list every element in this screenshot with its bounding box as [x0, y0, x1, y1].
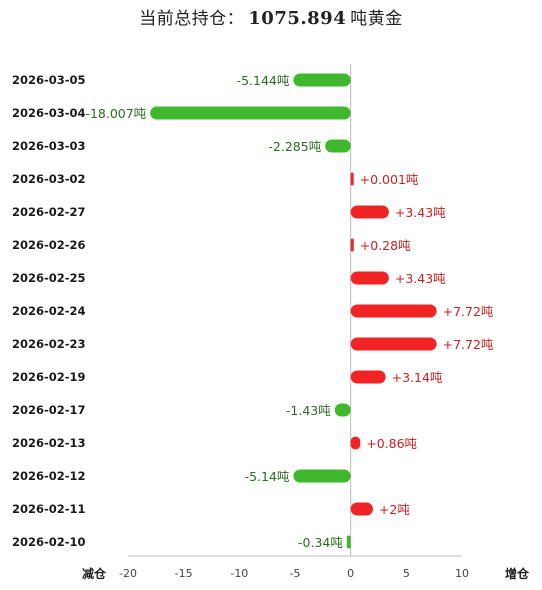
category-label: 2026-03-02	[12, 172, 86, 186]
title-suffix: 吨黄金	[350, 9, 403, 29]
bar	[150, 106, 351, 120]
bar	[350, 205, 389, 219]
category-label: 2026-03-03	[12, 139, 86, 153]
category-label: 2026-02-27	[12, 205, 86, 219]
x-tick-label: 5	[403, 567, 410, 580]
chart-title: 当前总持仓： 1075.894 吨黄金	[0, 4, 542, 29]
bar	[350, 304, 437, 318]
category-label: 2026-02-13	[12, 436, 86, 450]
x-axis-label-left: 减仓	[82, 566, 107, 581]
category-label: 2026-02-25	[12, 271, 86, 285]
x-axis-label-right: 增仓	[505, 566, 530, 581]
data-label: +2吨	[379, 502, 410, 517]
category-label: 2026-02-26	[12, 238, 86, 252]
category-label: 2026-02-24	[12, 304, 86, 318]
data-label: -18.007吨	[85, 106, 146, 121]
x-tick-label: 10	[455, 567, 469, 580]
data-label: +3.14吨	[392, 370, 443, 385]
data-label: +0.28吨	[360, 238, 411, 253]
data-label: -5.144吨	[237, 73, 290, 88]
bar	[350, 370, 386, 384]
category-label: 2026-02-10	[12, 535, 86, 549]
bar	[334, 403, 351, 417]
title-value: 1075.894	[248, 8, 347, 29]
bar	[350, 502, 373, 516]
data-label: +3.43吨	[395, 271, 446, 286]
x-tick-label: -20	[119, 567, 137, 580]
data-label: +0.001吨	[360, 172, 419, 187]
category-label: 2026-03-04	[12, 106, 86, 120]
data-label: +7.72吨	[443, 337, 494, 352]
category-label: 2026-02-23	[12, 337, 86, 351]
category-label: 2026-02-19	[12, 370, 86, 384]
x-tick-label: -10	[230, 567, 248, 580]
data-label: +7.72吨	[443, 304, 494, 319]
bar	[350, 172, 354, 186]
x-tick-label: 0	[347, 567, 354, 580]
data-label: +3.43吨	[395, 205, 446, 220]
category-label: 2026-02-17	[12, 403, 86, 417]
data-label: -5.14吨	[245, 469, 290, 484]
bar	[325, 139, 351, 153]
category-label: 2026-03-05	[12, 73, 86, 87]
data-label: -1.43吨	[286, 403, 331, 418]
data-label: -2.285吨	[268, 139, 321, 154]
x-tick-label: -5	[290, 567, 301, 580]
bar	[350, 238, 354, 252]
bar	[350, 436, 361, 450]
bar	[293, 73, 351, 87]
bar	[346, 535, 351, 549]
bar	[350, 271, 389, 285]
data-label: -0.34吨	[298, 535, 343, 550]
data-label: +0.86吨	[366, 436, 417, 451]
bar	[350, 337, 437, 351]
x-tick-label: -15	[175, 567, 193, 580]
title-prefix: 当前总持仓：	[139, 9, 245, 29]
category-label: 2026-02-12	[12, 469, 86, 483]
bar	[293, 469, 351, 483]
category-label: 2026-02-11	[12, 502, 86, 516]
